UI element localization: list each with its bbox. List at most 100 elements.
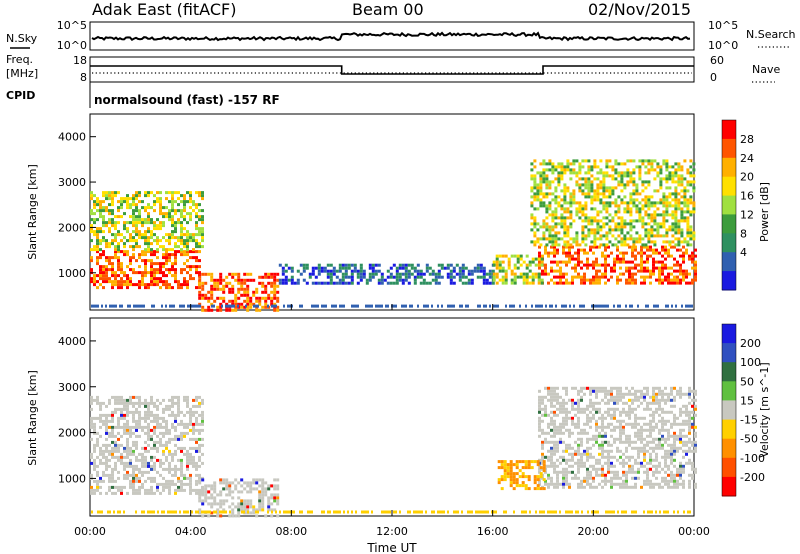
power-cell (634, 266, 637, 270)
velocity-cell (165, 443, 168, 447)
power-cell (114, 236, 117, 240)
power-cell (111, 224, 114, 228)
velocity-cell (381, 510, 383, 514)
power-cell (644, 204, 648, 208)
velocity-cell (637, 467, 640, 471)
power-cell (557, 195, 561, 199)
power-cell (343, 304, 345, 308)
velocity-cell (652, 425, 655, 429)
velocity-cell (568, 470, 571, 474)
velocity-cell (168, 404, 171, 408)
power-cell (522, 275, 526, 279)
velocity-cell (586, 467, 589, 471)
velocity-cell (589, 476, 592, 480)
velocity-cell (159, 464, 162, 468)
velocity-cell (646, 461, 649, 465)
power-cell (658, 281, 661, 285)
power-cell (174, 221, 177, 225)
power-cell (258, 275, 262, 279)
velocity-cell (607, 422, 610, 426)
power-cell (186, 233, 189, 237)
velocity-cell (586, 422, 589, 426)
velocity-cell (156, 407, 159, 411)
power-cell (111, 268, 114, 272)
power-cell (668, 243, 672, 247)
power-cell (401, 281, 405, 285)
power-cell (635, 240, 639, 244)
velocity-cell (93, 461, 96, 465)
power-cell (147, 191, 150, 195)
power-cell (162, 256, 165, 260)
power-cell (201, 296, 205, 300)
velocity-cell (688, 395, 691, 399)
power-cell (138, 215, 141, 219)
power-cell (539, 162, 543, 166)
power-cell (189, 215, 192, 219)
velocity-cell (694, 467, 697, 471)
velocity-cell (225, 481, 229, 485)
power-cell (598, 269, 601, 273)
power-cell (516, 275, 520, 279)
velocity-cell (198, 493, 202, 497)
power-cell (545, 168, 549, 172)
power-cell (689, 183, 693, 187)
power-cell (258, 302, 262, 306)
power-cell (626, 237, 630, 241)
velocity-cell (527, 487, 531, 491)
power-ytick-label: 3000 (58, 176, 86, 189)
power-cell (273, 293, 277, 297)
velocity-cell (90, 461, 93, 465)
velocity-cell (521, 475, 525, 479)
power-cell (599, 243, 603, 247)
power-cell (338, 269, 342, 273)
velocity-cell (119, 510, 121, 514)
power-cell (177, 250, 180, 254)
velocity-cell (619, 419, 622, 423)
velocity-cell (261, 490, 265, 494)
power-cell (611, 189, 615, 193)
velocity-cell (607, 455, 610, 459)
power-cell (482, 275, 486, 279)
power-cell (559, 272, 562, 276)
power-cell (114, 283, 117, 287)
velocity-cell (667, 398, 670, 402)
velocity-cell (541, 476, 544, 480)
velocity-cell (685, 404, 688, 408)
power-cell (311, 281, 315, 285)
power-cell (598, 278, 601, 282)
velocity-cell (679, 422, 682, 426)
power-cell (611, 219, 615, 223)
power-cell (510, 254, 514, 258)
power-cell (590, 201, 594, 205)
power-cell (540, 257, 544, 261)
velocity-cell (165, 485, 168, 489)
power-cell (542, 231, 546, 235)
velocity-cell (652, 410, 655, 414)
velocity-cell (610, 461, 613, 465)
power-cell (482, 272, 486, 276)
velocity-cell (613, 470, 616, 474)
power-cell (590, 222, 594, 226)
velocity-cell (198, 395, 201, 399)
power-cell (617, 204, 621, 208)
velocity-cell (120, 458, 123, 462)
power-cell (665, 186, 669, 190)
velocity-cell (293, 510, 295, 514)
velocity-cell (538, 464, 541, 468)
velocity-cell (185, 510, 187, 514)
velocity-cell (637, 449, 640, 453)
power-cell (611, 192, 615, 196)
power-cell (643, 251, 646, 255)
velocity-cell (580, 437, 583, 441)
power-cell (96, 242, 99, 246)
velocity-cell (601, 413, 604, 417)
power-cell (138, 233, 141, 237)
power-cell (267, 293, 271, 297)
power-cell (560, 219, 564, 223)
power-cell (650, 225, 654, 229)
velocity-cell (201, 499, 205, 503)
power-cell (359, 278, 363, 282)
velocity-cell (553, 419, 556, 423)
power-cell (117, 221, 120, 225)
velocity-cell (195, 464, 198, 468)
